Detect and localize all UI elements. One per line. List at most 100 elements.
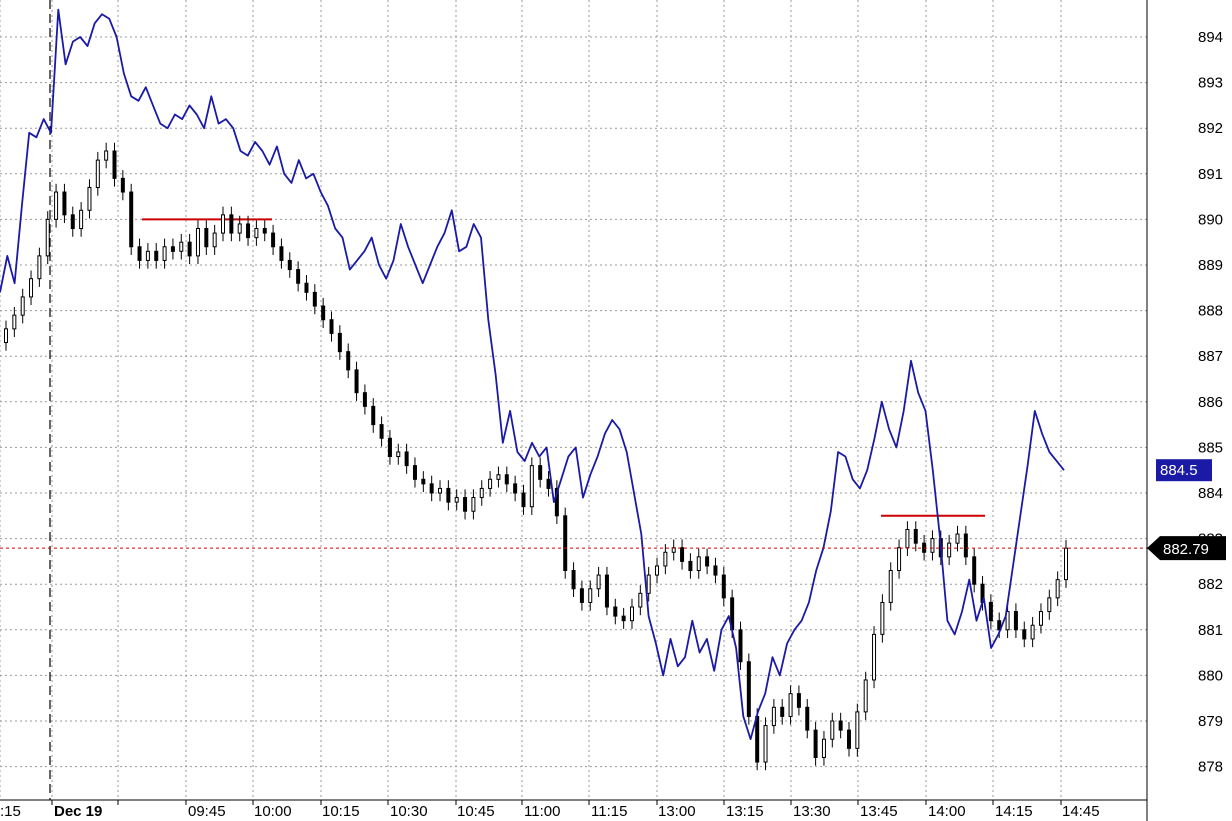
candle-body — [262, 228, 267, 234]
candle — [29, 270, 34, 306]
candle-body — [337, 332, 342, 353]
candle-body — [780, 706, 785, 717]
candle-body — [488, 478, 493, 489]
candle — [371, 398, 376, 433]
y-tick-label: 891 — [1198, 166, 1223, 183]
candle — [346, 343, 351, 379]
candle-body — [438, 487, 443, 494]
candle-body — [187, 241, 192, 257]
candle-body — [279, 246, 284, 261]
candle-body — [4, 328, 8, 344]
candle — [1022, 621, 1027, 648]
candle-body — [930, 538, 935, 553]
candle-body — [705, 556, 710, 567]
candle — [913, 521, 918, 552]
candle-body — [755, 715, 760, 763]
candle-body — [863, 679, 868, 713]
candle — [179, 233, 184, 260]
last-price-text: 882.79 — [1163, 541, 1209, 558]
candle — [1047, 589, 1052, 620]
candle — [496, 466, 501, 488]
candle — [830, 712, 835, 748]
candle-body — [95, 159, 100, 188]
candle — [638, 585, 643, 616]
x-tick-label: 11:15 — [591, 803, 627, 820]
value-labels: 884.5 882.79 — [1147, 459, 1226, 561]
candle-body — [271, 232, 276, 248]
x-tick-label: Dec 19 — [54, 803, 102, 820]
candle — [696, 548, 701, 579]
candle — [521, 484, 526, 515]
candle — [563, 507, 568, 579]
candle-body — [112, 150, 117, 179]
candle — [805, 699, 810, 739]
candle — [62, 183, 67, 224]
candle-body — [771, 706, 776, 727]
candle-body — [796, 693, 801, 708]
y-tick-label: 894 — [1198, 29, 1223, 46]
candle-body — [463, 497, 468, 512]
plot-background — [0, 0, 1147, 800]
candle — [663, 544, 668, 575]
candle — [471, 489, 476, 520]
candle-body — [70, 214, 75, 230]
candle-body — [371, 405, 376, 426]
candle — [955, 525, 960, 552]
candle-body — [104, 150, 109, 161]
last-price-label: 882.79 — [1147, 536, 1226, 561]
candle — [221, 206, 226, 242]
candle-body — [404, 451, 409, 467]
candle-body — [629, 606, 634, 622]
candle-body — [29, 278, 34, 298]
candle — [254, 220, 259, 246]
candle-body — [479, 487, 484, 499]
y-tick-label: 879 — [1198, 713, 1223, 730]
candle — [613, 598, 618, 625]
candle-body — [596, 574, 601, 590]
y-tick-label: 889 — [1198, 257, 1223, 274]
candle — [112, 142, 117, 187]
candle-body — [1047, 597, 1052, 613]
candle-body — [721, 574, 726, 599]
candle-body — [1013, 611, 1018, 631]
candle — [621, 607, 626, 629]
candle-body — [554, 487, 559, 517]
candle — [1013, 603, 1018, 639]
candle-body — [20, 296, 25, 316]
x-tick-label: 13:15 — [726, 803, 764, 820]
candle — [888, 562, 893, 611]
candle-body — [663, 551, 668, 567]
candle — [271, 224, 276, 255]
candle — [404, 443, 409, 474]
candle-body — [496, 474, 501, 480]
y-tick-label: 888 — [1198, 303, 1223, 320]
candle — [813, 721, 818, 766]
candle — [195, 220, 200, 265]
x-tick-label: 10:30 — [390, 803, 428, 820]
candle — [604, 566, 609, 616]
candle-body — [296, 269, 301, 284]
candle — [162, 238, 167, 269]
candle — [438, 480, 443, 502]
candle — [655, 557, 660, 584]
candle-body — [396, 451, 401, 458]
x-tick-label: 09:45 — [188, 803, 226, 820]
x-tick-label: 14:15 — [995, 803, 1033, 820]
candle — [680, 539, 685, 570]
x-tick-label: 10:15 — [322, 803, 360, 820]
candle-body — [521, 492, 526, 508]
candle-body — [421, 478, 426, 485]
candle — [1030, 617, 1035, 648]
candle — [1055, 571, 1060, 607]
candle-body — [646, 574, 651, 594]
candle — [212, 224, 217, 255]
candle — [354, 361, 359, 401]
candle-body — [154, 250, 159, 261]
y-tick-label: 886 — [1198, 394, 1223, 411]
candle-body — [137, 246, 142, 261]
x-tick-label: 14:45 — [1062, 803, 1100, 820]
candle — [412, 457, 417, 488]
candle — [20, 288, 25, 324]
candle — [287, 252, 292, 278]
x-tick-label: 13:45 — [860, 803, 898, 820]
